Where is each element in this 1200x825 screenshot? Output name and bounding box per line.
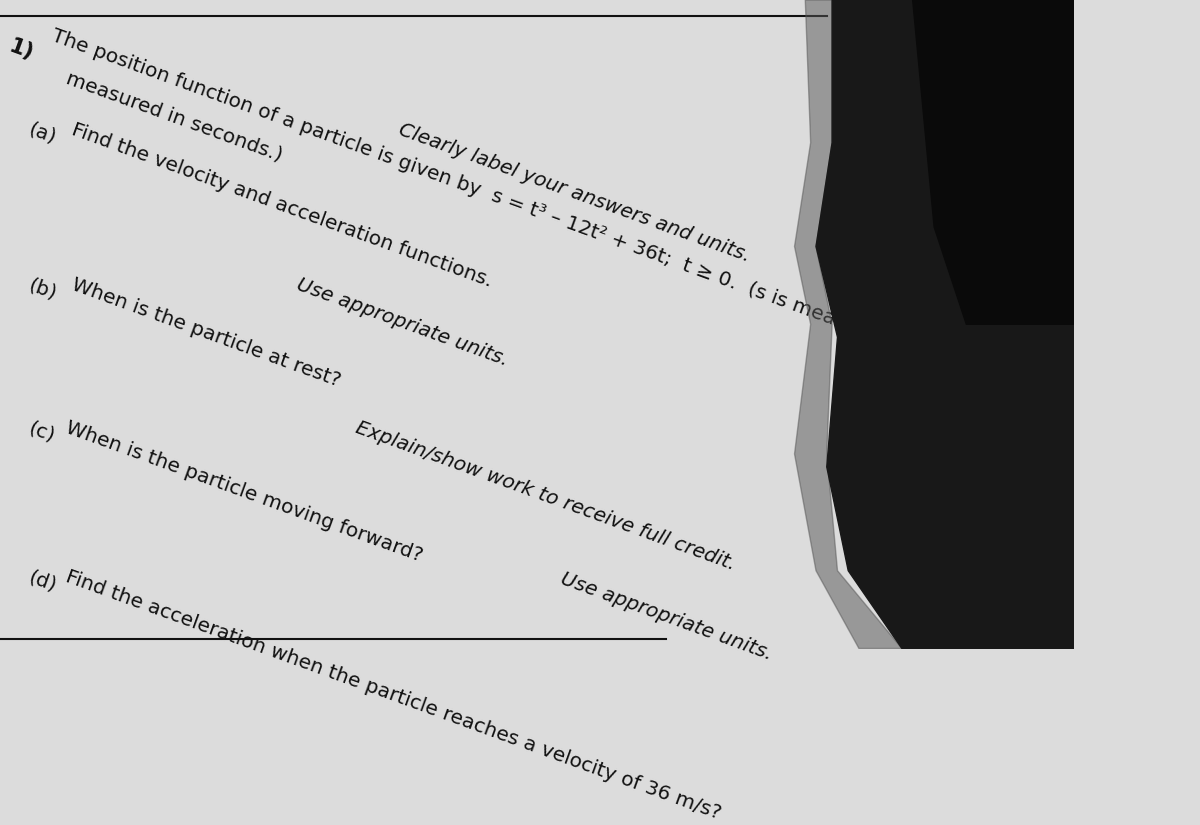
Text: (d): (d): [25, 568, 59, 595]
Text: Find the acceleration when the particle reaches a velocity of 36 m/s?: Find the acceleration when the particle …: [64, 568, 724, 823]
Text: Find the velocity and acceleration functions.: Find the velocity and acceleration funct…: [68, 120, 506, 295]
Text: Clearly label your answers and units.: Clearly label your answers and units.: [396, 120, 754, 266]
Polygon shape: [816, 0, 1074, 648]
Text: 1): 1): [6, 35, 36, 63]
Text: Use appropriate units.: Use appropriate units.: [552, 568, 775, 664]
Text: (c): (c): [25, 418, 58, 446]
Text: measured in seconds.): measured in seconds.): [64, 68, 284, 164]
Text: (b): (b): [25, 276, 59, 304]
Text: Use appropriate units.: Use appropriate units.: [294, 276, 511, 370]
Text: When is the particle moving forward?: When is the particle moving forward?: [64, 418, 450, 574]
Text: (a): (a): [25, 120, 59, 148]
Text: When is the particle at rest?: When is the particle at rest?: [68, 276, 355, 395]
Polygon shape: [794, 0, 902, 648]
Text: Explain/show work to receive full credit.: Explain/show work to receive full credit…: [353, 418, 738, 574]
Polygon shape: [913, 0, 1074, 324]
Text: The position function of a particle is given by  s = t³ – 12t² + 36t;  t ≥ 0.  (: The position function of a particle is g…: [49, 26, 1063, 411]
